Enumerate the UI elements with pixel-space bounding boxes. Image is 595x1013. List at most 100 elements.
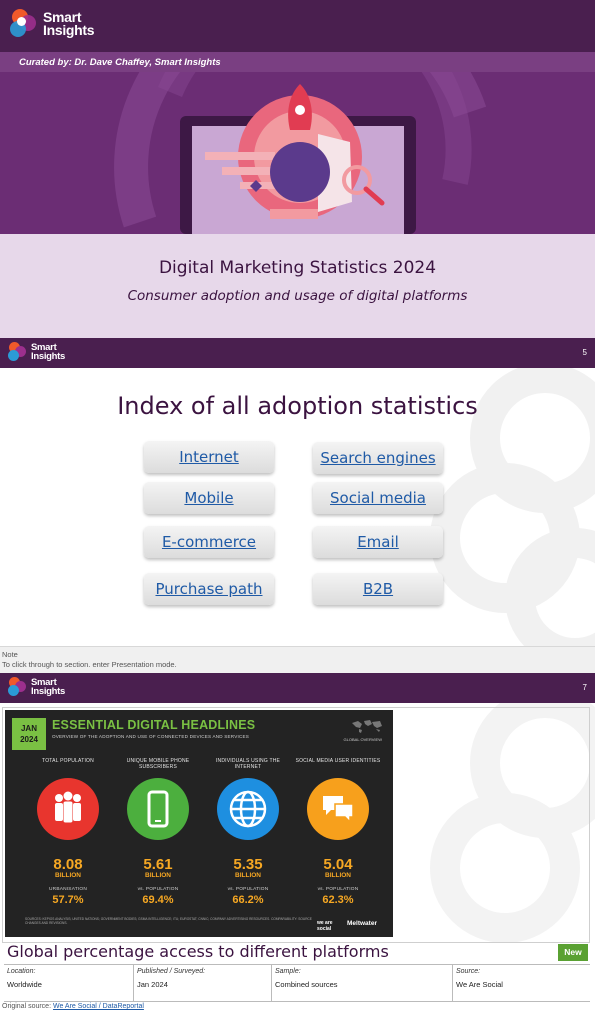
infographic-sources: SOURCES: KEPIOS ANALYSIS; UNITED NATIONS… xyxy=(25,917,312,925)
index-button-purchase-path[interactable]: Purchase path xyxy=(144,573,274,605)
meta-key: Source: xyxy=(456,968,481,975)
stat-mobile-subscribers: UNIQUE MOBILE PHONE SUBSCRIBERS 5.61 BIL… xyxy=(113,758,203,906)
index-button-mobile[interactable]: Mobile xyxy=(144,482,274,514)
stat-label: INDIVIDUALS USING THE INTERNET xyxy=(215,758,281,770)
index-button-search-engines[interactable]: Search engines xyxy=(313,442,443,474)
meta-location: Location: Worldwide xyxy=(4,965,134,1002)
cover-title: Digital Marketing Statistics 2024 xyxy=(158,258,437,278)
meta-key: Location: xyxy=(7,968,36,975)
cover-header: Smart Insights xyxy=(0,0,595,52)
note-label: Note xyxy=(2,650,18,659)
index-button-internet[interactable]: Internet xyxy=(144,441,274,473)
meta-sample: Sample: Combined sources xyxy=(272,965,453,1002)
caption-bar: Global percentage access to different pl… xyxy=(4,941,590,965)
stat-label: SOCIAL MEDIA USER IDENTITIES xyxy=(295,758,381,764)
meta-value: Combined sources xyxy=(275,980,338,989)
index-button-ecommerce[interactable]: E-commerce xyxy=(144,526,274,558)
stat-internet-users: INDIVIDUALS USING THE INTERNET 5.35 BILL… xyxy=(203,758,293,906)
logo-text-line2: Insights xyxy=(43,22,95,38)
stat-percentage: 62.3% xyxy=(322,894,354,906)
stat-value: 5.35 xyxy=(233,856,263,873)
stat-unit: BILLION xyxy=(55,872,81,879)
slide-number: 7 xyxy=(582,683,587,692)
stat-unit: BILLION xyxy=(145,872,171,879)
stat-value: 8.08 xyxy=(53,856,83,873)
logo-mark-icon xyxy=(10,9,40,39)
infographic-title: ESSENTIAL DIGITAL HEADLINES xyxy=(52,718,256,732)
curator-line: Curated by: Dr. Dave Chaffey, Smart Insi… xyxy=(0,52,595,72)
we-are-social-logo: we are social xyxy=(317,920,333,932)
index-button-b2b[interactable]: B2B xyxy=(313,573,443,605)
meta-published: Published / Surveyed: Jan 2024 xyxy=(134,965,272,1002)
slide-header-bar: Smart Insights 7 xyxy=(0,673,595,703)
logo-text-line2: Insights xyxy=(31,686,66,697)
stat-value: 5.61 xyxy=(143,856,173,873)
smart-insights-logo-small: Smart Insights xyxy=(8,677,65,697)
marketing-illustration-icon xyxy=(114,72,487,234)
cover-illustration xyxy=(0,72,595,234)
cover-subtitle: Consumer adoption and usage of digital p… xyxy=(127,288,468,304)
stat-total-population: TOTAL POPULATION 8.08 BILLION URBANISATI… xyxy=(23,758,113,906)
stat-label: UNIQUE MOBILE PHONE SUBSCRIBERS xyxy=(126,758,190,770)
index-slide: Index of all adoption statistics Interne… xyxy=(0,368,595,646)
date-badge: JAN 2024 xyxy=(12,718,46,750)
new-badge: New xyxy=(558,944,588,961)
stat-sublabel: URBANISATION xyxy=(48,887,88,892)
stat-percentage: 69.4% xyxy=(142,894,174,906)
meta-key: Sample: xyxy=(275,968,301,975)
meta-source: Source: We Are Social xyxy=(453,965,590,1002)
cover-title-band: Digital Marketing Statistics 2024 Consum… xyxy=(0,234,595,338)
logo-text-line1: Smart xyxy=(31,677,57,688)
globe-icon xyxy=(217,778,279,840)
stat-sublabel: vs. POPULATION xyxy=(137,887,179,892)
index-button-email[interactable]: Email xyxy=(313,526,443,558)
stat-unit: BILLION xyxy=(235,872,261,879)
people-icon xyxy=(37,778,99,840)
infographic-subtitle: OVERVIEW OF THE ADOPTION AND USE OF CONN… xyxy=(52,734,249,739)
logo-text-line1: Smart xyxy=(43,9,82,25)
logo-text-line1: Smart xyxy=(31,342,57,353)
caption-title: Global percentage access to different pl… xyxy=(7,942,389,961)
slide-number: 5 xyxy=(582,348,587,357)
logo-mark-icon xyxy=(8,342,28,362)
meta-key: Published / Surveyed: xyxy=(137,968,206,975)
date-year: 2024 xyxy=(20,735,38,744)
stat-sublabel: vs. POPULATION xyxy=(317,887,359,892)
stat-value: 5.04 xyxy=(323,856,353,873)
metadata-table: Location: Worldwide Published / Surveyed… xyxy=(4,965,590,1002)
stat-percentage: 66.2% xyxy=(232,894,264,906)
smart-insights-logo-small: Smart Insights xyxy=(8,342,65,362)
stat-social-media: SOCIAL MEDIA USER IDENTITIES 5.04 BILLIO… xyxy=(293,758,383,906)
date-month: JAN xyxy=(20,724,37,733)
world-map-icon xyxy=(352,720,382,733)
stats-slide: JAN 2024 ESSENTIAL DIGITAL HEADLINES OVE… xyxy=(0,703,595,1005)
logo-mark-icon xyxy=(8,677,28,697)
infographic-frame xyxy=(2,707,590,943)
chat-bubbles-icon xyxy=(307,778,369,840)
watermark-flower-icon xyxy=(430,703,595,943)
meta-value: We Are Social xyxy=(456,980,503,989)
source-link[interactable]: We Are Social / DataReportal xyxy=(52,1003,144,1010)
stat-sublabel: vs. POPULATION xyxy=(227,887,269,892)
index-button-social-media[interactable]: Social media xyxy=(313,482,443,514)
stat-unit: BILLION xyxy=(325,872,351,879)
stat-percentage: 57.7% xyxy=(52,894,84,906)
meta-value: Worldwide xyxy=(7,980,42,989)
watermark-flower-icon xyxy=(430,368,595,646)
smart-insights-logo: Smart Insights xyxy=(10,9,95,39)
note-text: To click through to section. enter Prese… xyxy=(2,660,177,669)
logo-text-line2: Insights xyxy=(31,351,66,362)
slide-header-bar: Smart Insights 5 xyxy=(0,338,595,368)
meta-value: Jan 2024 xyxy=(137,980,168,989)
stat-label: TOTAL POPULATION xyxy=(42,758,94,764)
meltwater-logo: Meltwater xyxy=(347,920,377,927)
original-source-line: Original source: We Are Social / DataRep… xyxy=(2,1003,144,1010)
infographic-header: JAN 2024 ESSENTIAL DIGITAL HEADLINES OVE… xyxy=(10,715,388,755)
source-prefix: Original source: xyxy=(2,1003,52,1010)
index-heading: Index of all adoption statistics xyxy=(117,392,478,420)
global-overview-label: GLOBAL OVERVIEW xyxy=(343,737,382,742)
mobile-phone-icon xyxy=(127,778,189,840)
digital-headlines-infographic: JAN 2024 ESSENTIAL DIGITAL HEADLINES OVE… xyxy=(5,710,393,937)
speaker-note: Note To click through to section. enter … xyxy=(0,646,595,673)
